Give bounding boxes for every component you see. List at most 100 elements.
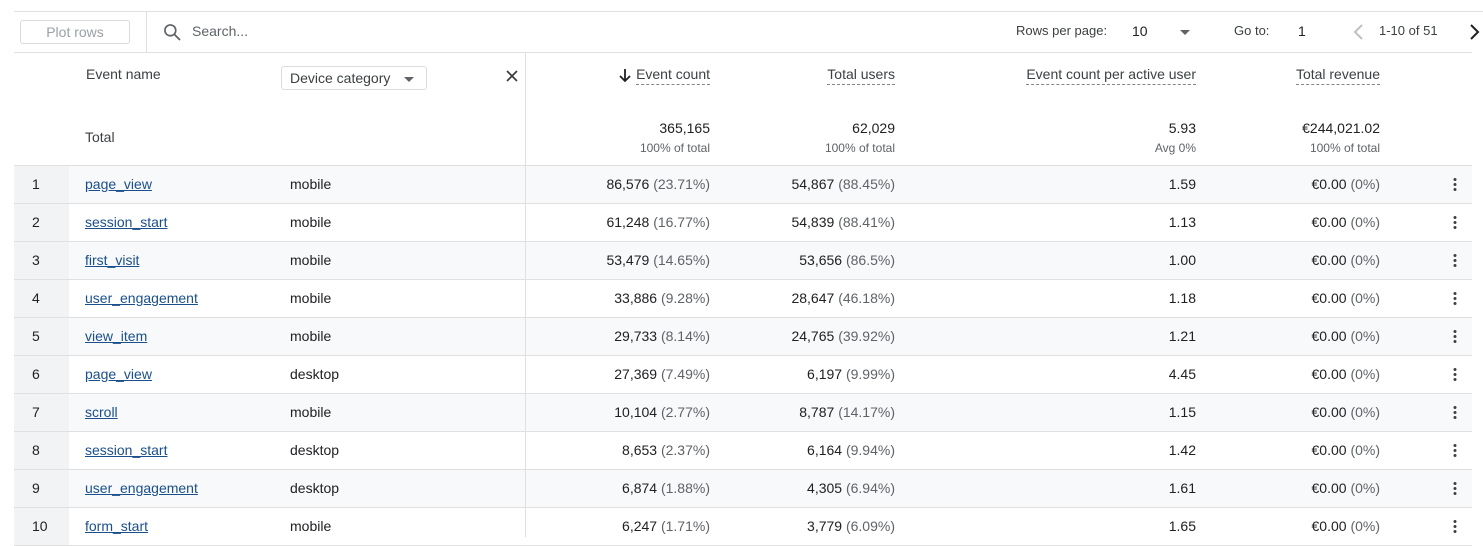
table-row: 5 view_item mobile 29,733 (8.14%) 24,765…: [14, 318, 1472, 356]
event-name-link[interactable]: scroll: [85, 404, 118, 420]
event-name-link[interactable]: page_view: [85, 366, 152, 382]
device-category: desktop: [290, 366, 340, 382]
device-category: mobile: [290, 404, 332, 420]
revenue-value: €0.00: [1311, 176, 1347, 192]
event-count-cell: 61,248 (16.77%): [606, 214, 710, 230]
revenue-cell: €0.00 (0%): [1312, 176, 1381, 192]
event-name-link[interactable]: user_engagement: [85, 290, 198, 306]
row-index: 10: [32, 518, 48, 534]
event-name-link[interactable]: user_engagement: [85, 480, 198, 496]
event-count-value: 6,247: [622, 518, 658, 534]
more-vert-icon[interactable]: [1450, 214, 1460, 231]
total-users-cell: 28,647 (46.18%): [791, 290, 895, 306]
row-index-cell: 1: [14, 166, 69, 203]
rows-per-page-select[interactable]: 10: [1132, 22, 1192, 42]
total-users-percent: (6.09%): [845, 518, 895, 534]
total-users-percent: (9.99%): [845, 366, 895, 382]
total-users-percent: (6.94%): [845, 480, 895, 496]
revenue-cell: €0.00 (0%): [1312, 290, 1381, 306]
total-event-count-sub: 100% of total: [639, 141, 710, 155]
event-name-link[interactable]: view_item: [85, 328, 148, 344]
dimension-select-label: Device category: [290, 70, 391, 86]
total-revenue-sub: 100% of total: [1309, 141, 1380, 155]
per-user-cell: 4.45: [1168, 366, 1196, 382]
total-users-value: 3,779: [807, 518, 843, 534]
event-count-value: 10,104: [614, 404, 658, 420]
event-count-value: 33,886: [614, 290, 658, 306]
row-index-cell: 5: [14, 318, 69, 355]
event-name-link[interactable]: page_view: [85, 176, 152, 192]
more-vert-icon[interactable]: [1450, 252, 1460, 269]
total-users-value: 54,867: [791, 176, 835, 192]
toolbar-divider: [146, 12, 147, 52]
table-row: 9 user_engagement desktop 6,874 (1.88%) …: [14, 470, 1472, 508]
revenue-value: €0.00: [1311, 328, 1347, 344]
total-users-value: 28,647: [791, 290, 835, 306]
goto-page-input[interactable]: 1: [1298, 23, 1306, 39]
device-category: mobile: [290, 328, 332, 344]
column-header-total-users[interactable]: Total users: [827, 66, 895, 85]
event-count-percent: (2.37%): [660, 442, 710, 458]
more-vert-icon[interactable]: [1450, 480, 1460, 497]
more-vert-icon[interactable]: [1450, 404, 1460, 421]
more-vert-icon[interactable]: [1450, 442, 1460, 459]
row-index: 2: [32, 214, 40, 230]
chevron-right-icon[interactable]: [1464, 21, 1483, 43]
row-index-cell: 3: [14, 242, 69, 279]
more-vert-icon[interactable]: [1450, 518, 1460, 535]
revenue-cell: €0.00 (0%): [1312, 404, 1381, 420]
event-name-link[interactable]: form_start: [85, 518, 149, 534]
revenue-value: €0.00: [1311, 480, 1347, 496]
row-index: 9: [32, 480, 40, 496]
device-category: desktop: [290, 442, 340, 458]
more-vert-icon[interactable]: [1450, 176, 1460, 193]
more-vert-icon[interactable]: [1450, 328, 1460, 345]
event-count-value: 27,369: [614, 366, 658, 382]
more-vert-icon[interactable]: [1450, 290, 1460, 307]
event-name-link[interactable]: session_start: [85, 442, 168, 458]
plot-rows-button[interactable]: Plot rows: [20, 20, 130, 44]
total-users-value: 24,765: [791, 328, 835, 344]
event-count-percent: (23.71%): [653, 176, 710, 192]
total-users-value: 6,197: [807, 366, 843, 382]
revenue-percent: (0%): [1350, 252, 1380, 268]
event-count-cell: 33,886 (9.28%): [614, 290, 710, 306]
total-users-value: 54,839: [791, 214, 835, 230]
revenue-percent: (0%): [1350, 366, 1380, 382]
column-header-event-name[interactable]: Event name: [86, 66, 161, 82]
event-count-percent: (16.77%): [653, 214, 710, 230]
revenue-percent: (0%): [1350, 176, 1380, 192]
revenue-value: €0.00: [1311, 290, 1347, 306]
revenue-percent: (0%): [1350, 442, 1380, 458]
column-header-revenue[interactable]: Total revenue: [1295, 66, 1380, 85]
event-count-value: 6,874: [622, 480, 658, 496]
per-user-cell: 1.18: [1168, 290, 1196, 306]
event-count-cell: 6,874 (1.88%): [622, 480, 710, 496]
chevron-left-icon[interactable]: [1349, 21, 1369, 43]
revenue-value: €0.00: [1311, 518, 1347, 534]
revenue-cell: €0.00 (0%): [1312, 518, 1381, 534]
total-users-percent: (88.41%): [838, 214, 895, 230]
top-divider: [14, 11, 1483, 12]
more-vert-icon[interactable]: [1450, 366, 1460, 383]
row-index: 3: [32, 252, 40, 268]
total-users-cell: 6,197 (9.99%): [807, 366, 895, 382]
event-name-link[interactable]: first_visit: [85, 252, 140, 268]
event-count-percent: (1.71%): [660, 518, 710, 534]
search-icon[interactable]: [162, 22, 182, 42]
close-icon[interactable]: [503, 67, 521, 85]
dimension-select[interactable]: Device category: [281, 66, 427, 90]
total-users-value: 53,656: [799, 252, 843, 268]
event-count-percent: (7.49%): [660, 366, 710, 382]
column-header-per-user[interactable]: Event count per active user: [1026, 66, 1196, 85]
event-name-link[interactable]: session_start: [85, 214, 168, 230]
per-user-cell: 1.42: [1168, 442, 1196, 458]
device-category: desktop: [290, 480, 340, 496]
per-user-cell: 1.13: [1168, 214, 1196, 230]
search-input[interactable]: [192, 20, 492, 42]
row-index-cell: 4: [14, 280, 69, 317]
per-user-cell: 1.59: [1168, 176, 1196, 192]
total-users-value: 4,305: [807, 480, 843, 496]
column-header-event-count[interactable]: Event count: [636, 66, 710, 85]
dropdown-caret-icon: [1180, 30, 1190, 35]
